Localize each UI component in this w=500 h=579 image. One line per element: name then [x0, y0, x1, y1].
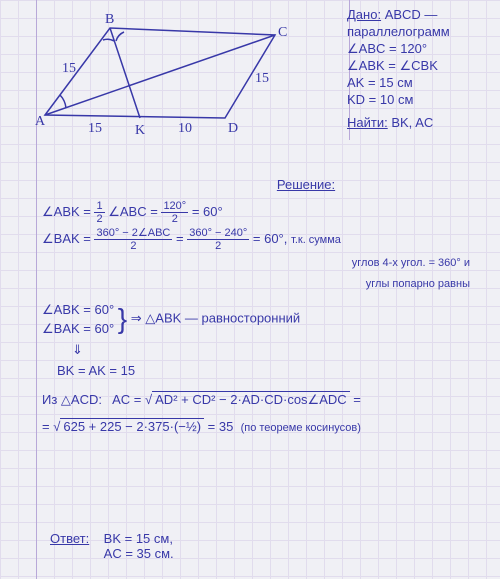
acd-eq2: = [42, 419, 53, 434]
brace-symbol: } [118, 304, 127, 334]
label-K: K [135, 123, 145, 138]
l1-end: = 60° [192, 204, 223, 219]
given-line-2: ∠ABC = 120° [347, 40, 492, 57]
solution-line-2: ∠BAK = 360° − 2∠ABC2 = 360° − 240°2 = 60… [42, 227, 490, 252]
angle-KBC-arc [116, 32, 124, 41]
l1-lhs: ∠ABK = [42, 204, 94, 219]
page-content: A B C D K 15 15 15 10 Дано: ABCD — парал… [0, 0, 500, 579]
label-CD-15: 15 [255, 71, 269, 86]
label-AK-15: 15 [88, 121, 102, 136]
label-B: B [105, 12, 114, 27]
given-line-4: AK = 15 см [347, 74, 492, 91]
acd-sqrt1: AD² + CD² − 2·AD·CD·cos∠ADC [152, 391, 350, 407]
l1-f1d: 2 [94, 213, 104, 225]
label-A: A [35, 114, 46, 129]
l2-f2d: 2 [187, 240, 249, 252]
given-line-3: ∠ABK = ∠CBK [347, 57, 492, 74]
line-BK [110, 28, 140, 118]
given-line-1: параллелограмм [347, 23, 492, 40]
line-AC [45, 35, 275, 115]
brace-block: ∠ABK = 60° ∠BAK = 60° } ⇒ △ABK — равност… [42, 300, 490, 338]
find-label: Найти: [347, 115, 388, 130]
angle-A-arc [60, 95, 66, 108]
answer-label: Ответ: [50, 531, 89, 546]
l2-lhs: ∠BAK = [42, 231, 94, 246]
label-D: D [228, 121, 238, 136]
label-KD-10: 10 [178, 121, 192, 136]
acd-line: Из △ACD: AC = AD² + CD² − 2·AD·CD·cos∠AD… [42, 390, 490, 409]
acd-sqrt2: 625 + 225 − 2·375·(−½) [60, 418, 204, 434]
given-line-5: KD = 10 см [347, 91, 492, 108]
answer-line1: BK = 15 см, [104, 531, 174, 546]
acd-eq: = [130, 392, 145, 407]
parallelogram-outline [45, 28, 275, 118]
l2-f1n: 360° − 2∠ABC [94, 227, 172, 240]
l2-end: = 60°, [253, 231, 287, 246]
brace-l1: ∠ABK = 60° [42, 300, 114, 319]
brace-l2: ∠BAK = 60° [42, 319, 114, 338]
label-AB-15: 15 [62, 61, 76, 76]
l1-f2d: 2 [161, 213, 188, 225]
acd-line2: = 625 + 225 − 2·375·(−½) = 35 (по теорем… [42, 417, 490, 438]
bk-result: BK = AK = 15 [57, 361, 490, 380]
find-value: BK, AC [391, 115, 433, 130]
solution-title: Решение: [122, 175, 490, 194]
l2-note3: углы попарно равны [42, 275, 490, 294]
label-C: C [278, 25, 287, 40]
parallelogram-diagram: A B C D K 15 15 15 10 [30, 10, 310, 140]
acd-note: (по теореме косинусов) [241, 422, 361, 434]
l1-mid: ∠ABC = [108, 204, 161, 219]
acd-lhs: AC [112, 392, 130, 407]
brace-result: ⇒ △ABK — равносторонний [131, 310, 300, 325]
answer-block: Ответ: BK = 15 см, AC = 35 см. [50, 531, 174, 561]
l1-f1n: 1 [94, 200, 104, 213]
l2-f2n: 360° − 240° [187, 227, 249, 240]
acd-intro: Из △ACD: [42, 392, 102, 407]
l1-f2n: 120° [161, 200, 188, 213]
l2-note2: углов 4-х угол. = 360° и [42, 254, 490, 273]
given-block: Дано: ABCD — параллелограмм ∠ABC = 120° … [347, 6, 492, 131]
acd-result: = 35 [208, 419, 234, 434]
solution-line-1: ∠ABK = 12 ∠ABC = 120°2 = 60° [42, 200, 490, 225]
l2-f1d: 2 [94, 240, 172, 252]
solution-block: Решение: ∠ABK = 12 ∠ABC = 120°2 = 60° ∠B… [42, 175, 490, 440]
answer-line2: AC = 35 см. [104, 546, 174, 561]
l2-note1: т.к. сумма [291, 234, 341, 246]
angle-ABK-arc [103, 39, 114, 41]
l2-mid: = [176, 231, 187, 246]
given-line-0: ABCD — [385, 7, 438, 22]
given-title: Дано: [347, 7, 381, 22]
arrow: ⇓ [72, 340, 490, 359]
